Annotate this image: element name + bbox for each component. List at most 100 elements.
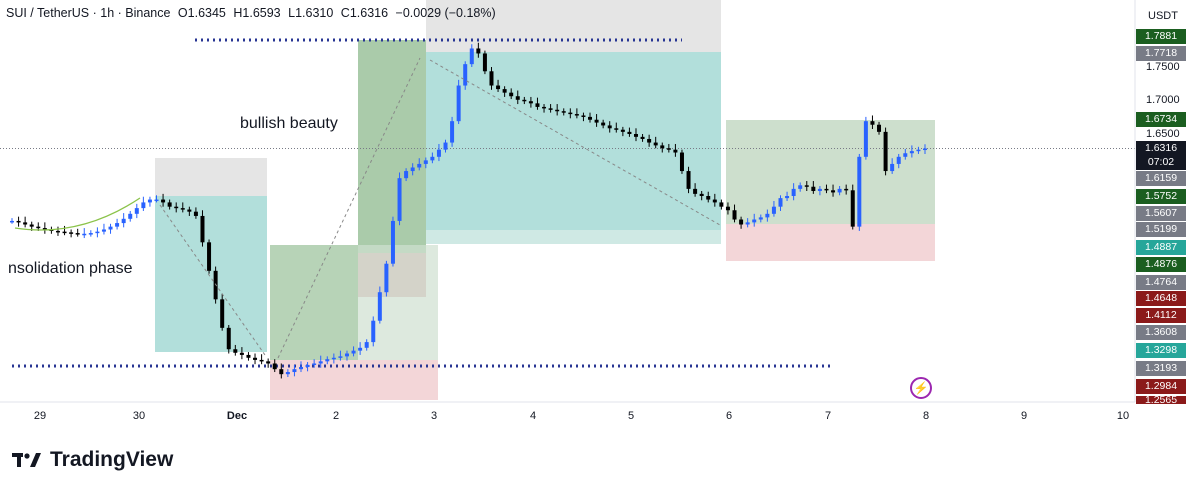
time-tick-label: 9 xyxy=(1020,410,1028,422)
candle-body xyxy=(463,64,468,86)
candle-body xyxy=(811,186,816,192)
price-badge: 1.7718 xyxy=(1136,46,1186,61)
candle-body xyxy=(732,210,737,220)
brand-name: TradingView xyxy=(50,448,174,471)
candle-body xyxy=(522,99,527,102)
price-badge: 1.4887 xyxy=(1136,240,1186,255)
annotation-consolidation: nsolidation phase xyxy=(8,260,133,277)
candle-body xyxy=(863,121,868,157)
candle-body xyxy=(351,350,356,354)
candle-body xyxy=(266,361,271,364)
candle-body xyxy=(292,369,297,373)
candle-body xyxy=(344,353,349,357)
candle-body xyxy=(528,101,533,104)
price-badge: 1.3608 xyxy=(1136,325,1186,340)
candle-body xyxy=(771,206,776,214)
candle-body xyxy=(916,149,921,152)
candle-body xyxy=(305,364,310,368)
candle-body xyxy=(16,220,21,223)
candle-body xyxy=(75,233,80,235)
tradingview-brand[interactable]: TradingView xyxy=(12,448,173,472)
candle-body xyxy=(509,92,514,97)
candle-body xyxy=(831,190,836,193)
candle-body xyxy=(574,114,579,116)
candle-body xyxy=(502,89,507,93)
candle-body xyxy=(29,224,34,227)
time-tick-label: 2 xyxy=(332,410,340,422)
candle-body xyxy=(686,171,691,189)
candle-body xyxy=(423,160,428,164)
candle-body xyxy=(384,263,389,293)
candle-body xyxy=(404,171,409,179)
candle-body xyxy=(548,108,553,110)
candle-body xyxy=(817,188,822,192)
high-value: H1.6593 xyxy=(233,6,281,20)
candle-body xyxy=(239,352,244,355)
candle-body xyxy=(338,356,343,358)
price-badge: 1.6159 xyxy=(1136,171,1186,186)
candle-body xyxy=(581,115,586,117)
candle-body xyxy=(660,145,665,149)
candle-body xyxy=(601,122,606,126)
candle-body xyxy=(555,109,560,112)
candle-body xyxy=(312,363,317,365)
price-badge: 07:02 xyxy=(1136,155,1186,170)
currency-label[interactable]: USDT xyxy=(1148,10,1178,22)
open-value: O1.6345 xyxy=(177,6,226,20)
candle-body xyxy=(115,223,120,227)
candle-body xyxy=(844,188,849,191)
candle-body xyxy=(430,156,435,161)
price-badge: 1.4764 xyxy=(1136,275,1186,290)
candle-body xyxy=(108,226,113,230)
price-badge: 1.7881 xyxy=(1136,29,1186,44)
candle-body xyxy=(778,198,783,207)
time-tick-label: 5 xyxy=(627,410,635,422)
candle-body xyxy=(390,220,395,264)
candle-body xyxy=(128,213,133,219)
candle-body xyxy=(371,320,376,343)
zone-green-tall xyxy=(358,40,426,253)
time-tick-label: 3 xyxy=(430,410,438,422)
candle-body xyxy=(791,188,796,196)
candle-body xyxy=(134,208,139,214)
zone-grey-left xyxy=(155,158,267,196)
price-badge: 1.3193 xyxy=(1136,361,1186,376)
candle-body xyxy=(640,136,645,139)
change-value: −0.0029 (−0.18%) xyxy=(395,6,496,20)
lightning-icon[interactable]: ⚡ xyxy=(910,377,932,399)
candle-body xyxy=(666,148,671,150)
candle-body xyxy=(896,156,901,164)
candle-body xyxy=(693,188,698,194)
annotation-bullish: bullish beauty xyxy=(240,115,338,132)
candle-body xyxy=(377,292,382,321)
time-tick-label: 6 xyxy=(725,410,733,422)
candle-body xyxy=(837,188,842,193)
candle-body xyxy=(515,96,520,100)
candle-body xyxy=(364,342,369,348)
candle-body xyxy=(272,363,277,370)
zone-target-left xyxy=(155,196,267,352)
candle-body xyxy=(719,202,724,207)
candle-body xyxy=(712,199,717,203)
candle-body xyxy=(588,116,593,120)
time-tick-label: 8 xyxy=(922,410,930,422)
candle-body xyxy=(725,206,730,211)
candle-body xyxy=(561,111,566,113)
price-badge: 1.5752 xyxy=(1136,189,1186,204)
price-badge: 1.3298 xyxy=(1136,343,1186,358)
candle-body xyxy=(443,142,448,150)
time-tick-label: 29 xyxy=(33,410,47,422)
candle-body xyxy=(620,129,625,132)
candle-body xyxy=(299,367,304,370)
zone-light-mid xyxy=(358,245,438,360)
candle-body xyxy=(101,229,106,232)
candle-body xyxy=(36,226,41,229)
candle-body xyxy=(331,357,336,360)
candle-body xyxy=(706,195,711,200)
candle-body xyxy=(141,202,146,209)
symbol-name[interactable]: SUI / TetherUS · 1h · Binance xyxy=(6,6,171,20)
zone-range-mid xyxy=(270,245,358,360)
close-value: C1.6316 xyxy=(340,6,389,20)
candle-body xyxy=(279,369,284,375)
